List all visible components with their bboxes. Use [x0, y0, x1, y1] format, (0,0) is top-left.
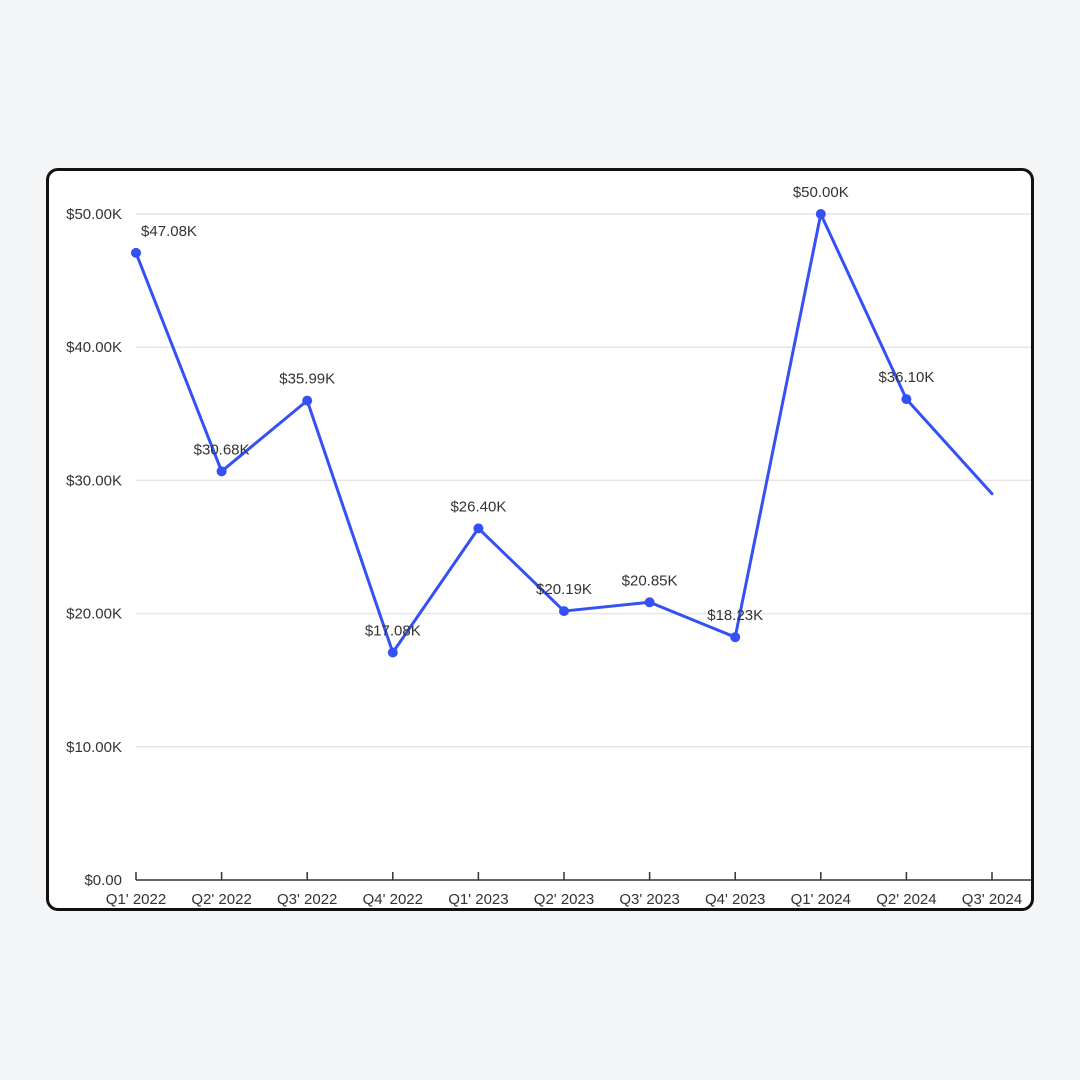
data-label: $36.10K [878, 369, 934, 386]
x-tick-label: Q1' 2023 [448, 891, 508, 908]
y-tick-label: $10.00K [66, 739, 122, 756]
data-label: $18.23K [707, 607, 763, 624]
y-tick-label: $50.00K [66, 206, 122, 223]
y-axis-tick-labels: $0.00 $10.00K $20.00K $30.00K $40.00K $50.00K [66, 206, 122, 889]
data-label: $20.85K [622, 572, 678, 589]
data-label: $20.19K [536, 581, 592, 598]
y-tick-label: $20.00K [66, 606, 122, 623]
data-label: $30.68K [194, 441, 250, 458]
data-point[interactable] [815, 209, 826, 219]
data-points [131, 209, 912, 658]
data-label: $17.08K [365, 622, 421, 639]
x-tick-label: Q3' 2024 [962, 891, 1022, 908]
line-chart: $0.00 $10.00K $20.00K $30.00K $40.00K $50.00K… [66, 184, 1031, 908]
data-point[interactable] [901, 394, 912, 405]
x-tick-label: Q4' 2022 [363, 891, 423, 908]
chart-card: $0.00 $10.00K $20.00K $30.00K $40.00K $50.00K… [46, 168, 1034, 911]
x-tick-label: Q2' 2024 [876, 891, 936, 908]
x-tick-label: Q2' 2022 [191, 891, 251, 908]
y-tick-label: $40.00K [66, 339, 122, 356]
x-axis: Q1' 2022 Q2' 2022 Q3' 2022 Q4' 2022 Q1' 2023… [106, 872, 1031, 908]
data-point[interactable] [387, 647, 398, 658]
y-tick-label: $0.00 [84, 872, 122, 889]
data-point[interactable] [473, 523, 484, 534]
x-tick-label: Q3' 2023 [619, 891, 679, 908]
y-tick-label: $30.00K [66, 472, 122, 489]
data-point[interactable] [559, 606, 569, 617]
data-point[interactable] [216, 466, 227, 477]
data-label: $26.40K [450, 498, 506, 515]
data-point[interactable] [644, 597, 655, 608]
data-label: $35.99K [279, 371, 335, 388]
data-label: $47.08K [141, 223, 197, 240]
x-tick-label: Q3' 2022 [277, 891, 337, 908]
x-tick-label: Q4' 2023 [705, 891, 765, 908]
data-labels: $47.08K $30.68K $35.99K $17.08K $26.40K $20.1… [141, 184, 934, 639]
data-label: $50.00K [793, 184, 849, 201]
data-point[interactable] [730, 632, 741, 643]
data-point[interactable] [302, 395, 313, 406]
data-point[interactable] [131, 247, 141, 258]
x-tick-label: Q1' 2022 [106, 891, 166, 908]
x-tick-label: Q2' 2023 [534, 891, 594, 908]
x-tick-label: Q1' 2024 [791, 891, 851, 908]
gridlines [136, 213, 1031, 748]
